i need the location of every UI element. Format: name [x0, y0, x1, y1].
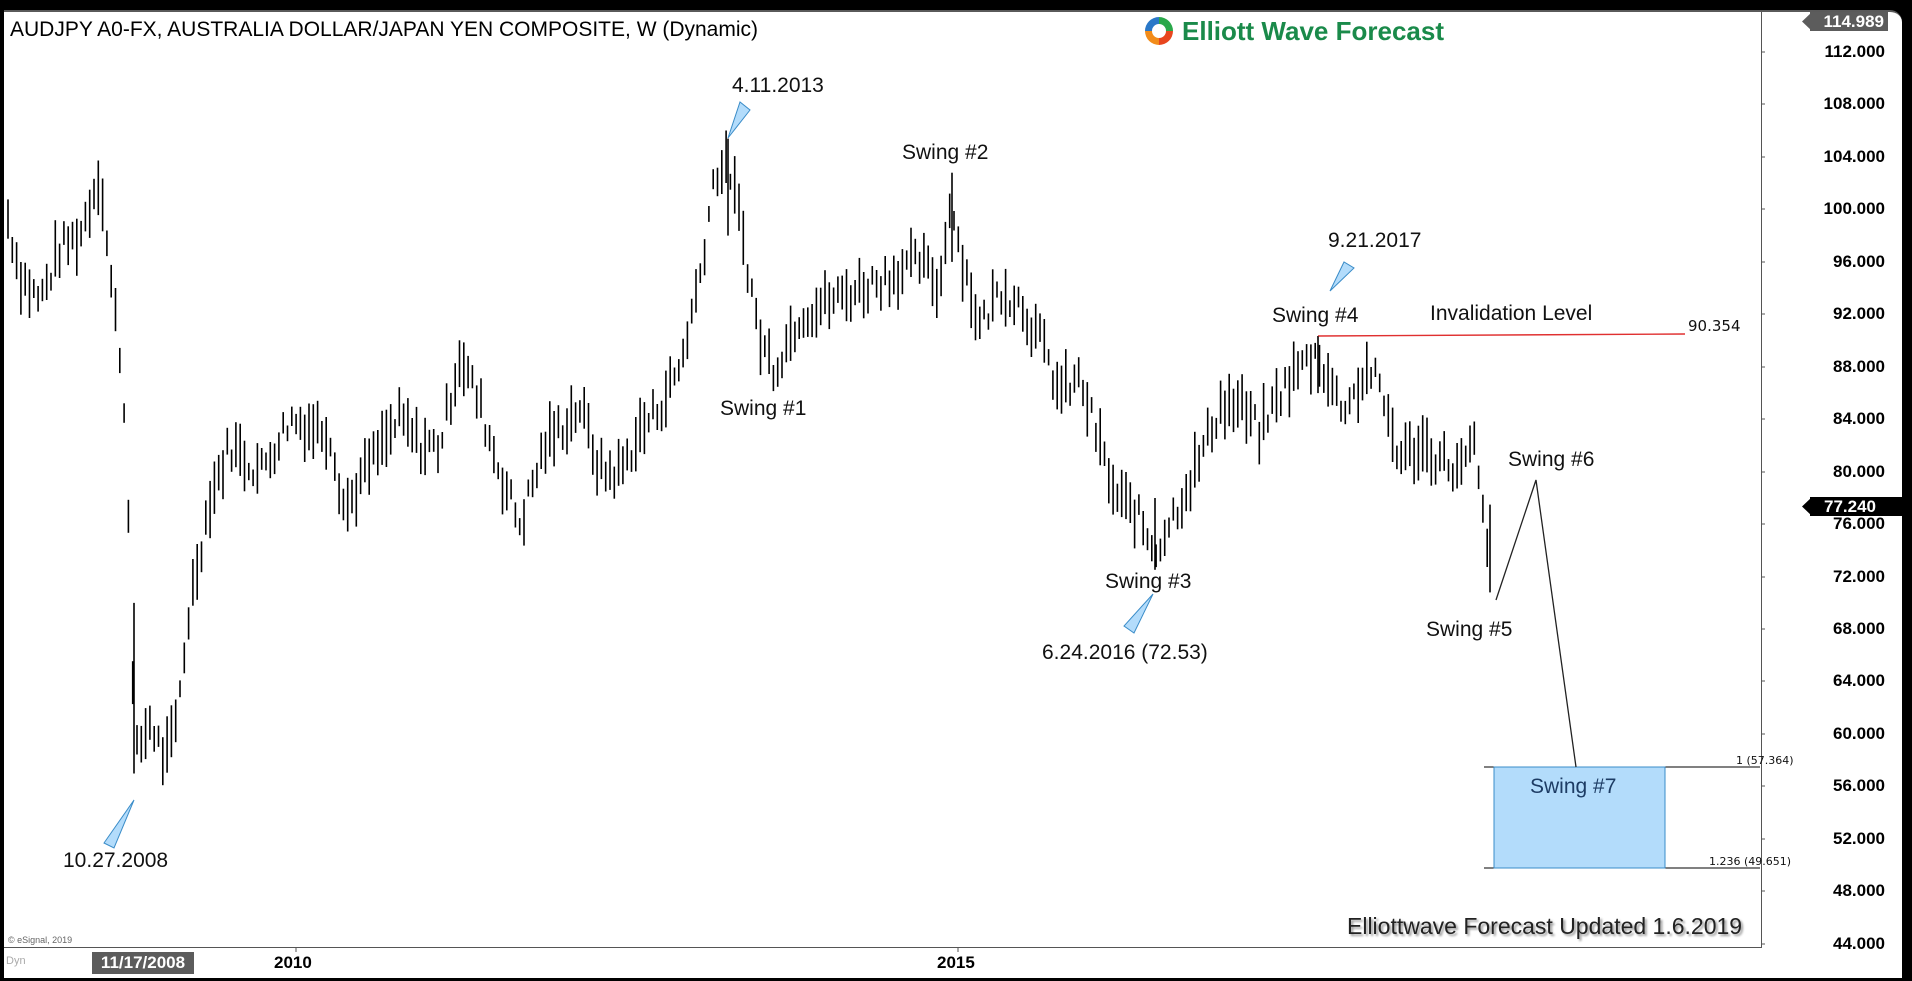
y-tick: 96.000 — [1833, 252, 1885, 271]
y-tick: 88.000 — [1833, 357, 1885, 376]
y-tick: 44.000 — [1833, 934, 1885, 953]
y-tick: 112.000 — [1824, 42, 1885, 61]
logo-swirl-icon — [1145, 17, 1173, 45]
y-tick: 76.000 — [1833, 514, 1885, 533]
chart-title: AUDJPY A0-FX, AUSTRALIA DOLLAR/JAPAN YEN… — [10, 18, 759, 41]
y-tick: 104.000 — [1823, 147, 1885, 166]
price-tag-current: 77.240 — [1810, 497, 1902, 516]
y-tick: 92.000 — [1833, 304, 1885, 323]
price-bars — [7, 130, 1491, 786]
y-tick: 60.000 — [1833, 724, 1885, 743]
arrow-2017-icon — [1329, 261, 1355, 292]
label-low-2016: 6.24.2016 (72.53) — [1042, 641, 1208, 664]
copyright: © eSignal, 2019 — [8, 935, 73, 945]
label-high-2017: 9.21.2017 — [1328, 229, 1422, 252]
y-tick: 84.000 — [1833, 409, 1885, 428]
arrow-2008-icon — [103, 799, 135, 849]
y-axis-ticks — [295, 51, 1765, 952]
y-tick: 52.000 — [1833, 829, 1885, 848]
label-swing5: Swing #5 — [1426, 618, 1513, 641]
arrow-2013-icon — [727, 101, 751, 139]
label-invalidation: Invalidation Level — [1430, 302, 1593, 325]
high-price-pointer-icon — [1802, 12, 1812, 31]
y-tick: 100.000 — [1823, 199, 1885, 218]
label-low-2008: 10.27.2008 — [63, 849, 169, 872]
y-tick: 80.000 — [1833, 462, 1885, 481]
x-tick: 2015 — [937, 953, 975, 972]
y-tick: 108.000 — [1823, 94, 1885, 113]
y-tick: 48.000 — [1833, 881, 1885, 900]
label-swing4: Swing #4 — [1272, 304, 1359, 327]
label-invalidation-value: 90.354 — [1688, 317, 1741, 335]
logo-text: Elliott Wave Forecast — [1182, 15, 1444, 46]
dyn-toggle[interactable]: Dyn — [6, 955, 26, 967]
projection-path — [1495, 479, 1577, 768]
logo: Elliott Wave Forecast — [1142, 14, 1444, 48]
y-tick: 64.000 — [1833, 671, 1885, 690]
label-fib-1: 1 (57.364) — [1736, 754, 1794, 767]
label-swing1: Swing #1 — [720, 397, 807, 420]
x-cursor-date: 11/17/2008 — [92, 952, 194, 974]
y-tick: 56.000 — [1833, 776, 1885, 795]
label-swing3: Swing #3 — [1105, 570, 1192, 593]
price-tag-high: 114.989 — [1810, 12, 1888, 31]
swing7-target-box — [1493, 766, 1666, 869]
x-tick: 2010 — [274, 953, 312, 972]
label-swing6: Swing #6 — [1508, 448, 1595, 471]
plot-area — [4, 12, 1762, 948]
invalidation-line — [1317, 333, 1686, 337]
label-swing7: Swing #7 — [1530, 775, 1617, 798]
footer-updated: Elliottwave Forecast Updated 1.6.2019 — [1347, 913, 1743, 939]
current-price-pointer-icon — [1802, 497, 1812, 516]
arrow-2016-icon — [1123, 593, 1154, 634]
y-tick: 72.000 — [1833, 567, 1885, 586]
pointer-arrows — [103, 101, 1355, 849]
label-fib-1236: 1.236 (49.651) — [1709, 855, 1792, 868]
y-tick: 68.000 — [1833, 619, 1885, 638]
label-swing2: Swing #2 — [902, 141, 989, 164]
label-high-2013: 4.11.2013 — [732, 74, 824, 97]
